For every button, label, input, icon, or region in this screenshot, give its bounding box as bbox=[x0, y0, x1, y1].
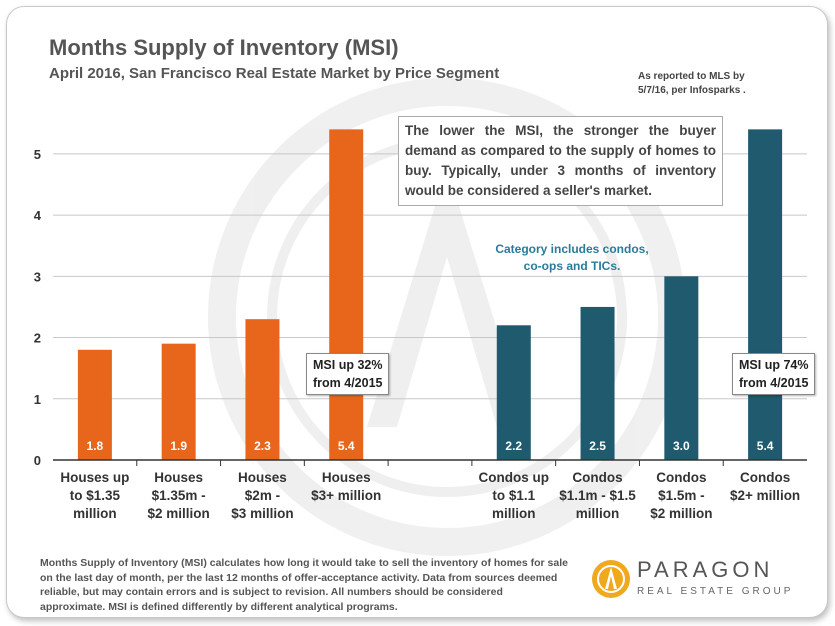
logo-name: PARAGON bbox=[637, 557, 774, 582]
condo-note-line2: co-ops and TICs. bbox=[523, 259, 621, 273]
chart-title: Months Supply of Inventory (MSI) bbox=[49, 35, 399, 60]
bar-houses-3 bbox=[329, 129, 364, 461]
x-category-label: million bbox=[576, 506, 620, 521]
x-category-label: $2 million bbox=[148, 506, 210, 521]
x-category-label: Condos bbox=[656, 470, 706, 485]
bar-houses-1 bbox=[161, 343, 196, 460]
x-category-label: $1.35m - bbox=[152, 488, 206, 503]
x-category-label: $2 million bbox=[650, 506, 712, 521]
y-tick-label: 1 bbox=[34, 392, 41, 407]
paragon-logo: PARAGON REAL ESTATE GROUP bbox=[591, 557, 811, 607]
y-tick-label: 4 bbox=[34, 208, 42, 223]
x-category-label: $2m - bbox=[245, 488, 280, 503]
condo-note-line1: Category includes condos, bbox=[495, 242, 649, 256]
condos-msi-change-badge: MSI up 74% from 4/2015 bbox=[732, 353, 816, 395]
bar-data-label: 1.9 bbox=[170, 439, 187, 453]
x-category-label: million bbox=[73, 506, 117, 521]
x-category-label: Condos up bbox=[479, 470, 550, 485]
x-category-label: $1.5m - bbox=[658, 488, 705, 503]
x-category-label: to $1.35 bbox=[70, 488, 121, 503]
paragon-logo-icon bbox=[592, 560, 630, 598]
x-category-label: $3+ million bbox=[311, 488, 381, 503]
x-category-label: $1.1m - $1.5 bbox=[559, 488, 636, 503]
footer-disclaimer: Months Supply of Inventory (MSI) calcula… bbox=[40, 557, 568, 613]
y-tick-label: 0 bbox=[34, 453, 41, 468]
bar-data-label: 2.5 bbox=[589, 439, 606, 453]
houses-msi-change-badge: MSI up 32% from 4/2015 bbox=[306, 353, 390, 395]
source-note: As reported to MLS by 5/7/16, per Infosp… bbox=[638, 70, 778, 98]
houses-msi-line2: from 4/2015 bbox=[313, 376, 383, 390]
source-note-line1: As reported to MLS by bbox=[638, 71, 745, 82]
bar-houses-0 bbox=[77, 349, 112, 460]
bar-data-label: 5.4 bbox=[757, 439, 774, 453]
x-category-label: $2+ million bbox=[730, 488, 800, 503]
bar-houses-2 bbox=[245, 319, 280, 460]
logo-tagline: REAL ESTATE GROUP bbox=[637, 586, 794, 597]
bar-data-label: 2.3 bbox=[254, 439, 271, 453]
condos-msi-line2: from 4/2015 bbox=[739, 376, 809, 390]
y-tick-label: 3 bbox=[34, 269, 41, 284]
x-category-label: to $1.1 bbox=[492, 488, 535, 503]
x-category-label: Condos bbox=[740, 470, 790, 485]
bar-data-label: 3.0 bbox=[673, 439, 690, 453]
condos-msi-line1: MSI up 74% bbox=[739, 358, 809, 372]
msi-chart: 1.8 1.9 2.3 5.4 2.2 2.5 3.0 5.4 0 1 2 3 4 5 Houses up… bbox=[34, 78, 807, 556]
msi-explanation-callout: The lower the MSI, the stronger the buye… bbox=[398, 116, 723, 206]
x-category-label: Houses up bbox=[60, 470, 129, 485]
x-category-label: million bbox=[492, 506, 536, 521]
bar-condos-5 bbox=[496, 325, 531, 460]
bar-condos-6 bbox=[580, 306, 615, 460]
y-tick-label: 5 bbox=[34, 147, 41, 162]
bar-data-label: 1.8 bbox=[87, 439, 104, 453]
chart-subtitle: April 2016, San Francisco Real Estate Ma… bbox=[49, 65, 500, 82]
bar-data-label: 5.4 bbox=[338, 439, 355, 453]
x-category-label: Houses bbox=[154, 470, 203, 485]
x-category-label: Houses bbox=[322, 470, 371, 485]
x-category-label: Condos bbox=[572, 470, 622, 485]
bar-condos-8 bbox=[748, 129, 783, 461]
houses-msi-line1: MSI up 32% bbox=[313, 358, 383, 372]
bar-condos-7 bbox=[664, 276, 699, 460]
source-note-line2: 5/7/16, per Infosparks . bbox=[638, 85, 746, 96]
chart-frame: 1.8 1.9 2.3 5.4 2.2 2.5 3.0 5.4 0 1 2 3 4 5 Houses up… bbox=[6, 6, 828, 618]
x-category-label: Houses bbox=[238, 470, 287, 485]
x-category-label: $3 million bbox=[231, 506, 293, 521]
bar-data-label: 2.2 bbox=[505, 439, 522, 453]
y-tick-label: 2 bbox=[34, 331, 41, 346]
condo-category-note: Category includes condos, co-ops and TIC… bbox=[482, 241, 662, 275]
